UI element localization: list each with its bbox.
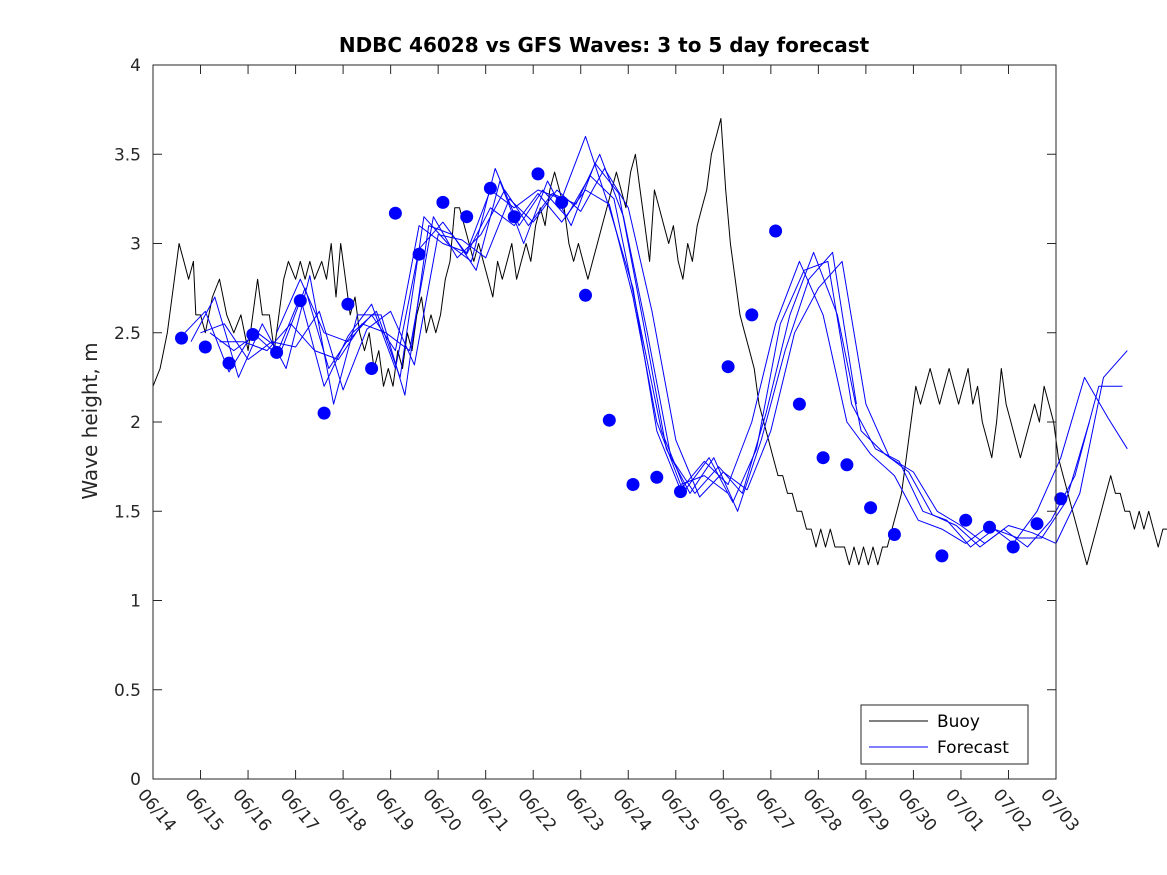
- x-tick-label-12: 06/26: [703, 785, 750, 835]
- forecast-point-21: [674, 485, 687, 499]
- x-tick-label-3: 06/17: [276, 785, 323, 835]
- forecast-point-22: [721, 360, 735, 374]
- forecast-point-27: [840, 458, 854, 472]
- y-tick-label-5: 2.5: [114, 324, 141, 344]
- x-tick-label-6: 06/20: [418, 785, 465, 835]
- x-tick-label-17: 07/01: [941, 785, 988, 835]
- x-tick-label-2: 06/16: [228, 785, 275, 835]
- series-line-4: [209, 168, 1090, 548]
- forecast-point-7: [341, 297, 355, 311]
- forecast-point-15: [531, 167, 545, 181]
- x-tick-label-11: 06/25: [656, 785, 703, 835]
- x-tick-label-5: 06/19: [371, 785, 418, 835]
- forecast-point-0: [175, 331, 188, 345]
- forecast-point-17: [579, 288, 592, 302]
- forecast-point-35: [1054, 492, 1068, 506]
- forecast-point-2: [222, 356, 236, 370]
- x-tick-label-0: 06/14: [133, 785, 180, 835]
- x-tick-label-7: 06/21: [466, 785, 513, 835]
- forecast-point-28: [864, 501, 878, 515]
- x-tick-label-15: 06/29: [846, 785, 893, 835]
- y-tick-label-3: 1.5: [114, 502, 141, 522]
- forecast-point-1: [198, 340, 212, 354]
- forecast-point-11: [436, 195, 450, 209]
- forecast-point-31: [959, 513, 973, 527]
- forecast-point-4: [270, 345, 284, 359]
- forecast-point-9: [388, 206, 402, 220]
- forecast-point-13: [483, 181, 497, 195]
- x-tick-label-1: 06/15: [181, 785, 228, 835]
- forecast-point-30: [935, 549, 949, 563]
- forecast-point-12: [460, 210, 474, 224]
- forecast-point-16: [555, 195, 569, 209]
- forecast-point-18: [602, 413, 616, 427]
- series-line-5: [219, 153, 1123, 548]
- y-tick-label-7: 3.5: [114, 145, 141, 165]
- y-tick-label-1: 0.5: [114, 681, 141, 701]
- forecast-point-19: [626, 478, 640, 491]
- y-tick-label-6: 3: [130, 235, 141, 255]
- forecast-point-10: [412, 247, 426, 261]
- plot-area: [152, 118, 1167, 566]
- y-axis-label: Wave height, m: [78, 342, 102, 499]
- x-tick-label-13: 06/27: [751, 785, 798, 835]
- x-tick-label-4: 06/18: [323, 785, 370, 835]
- forecast-point-32: [983, 520, 996, 534]
- y-tick-label-4: 2: [130, 413, 141, 433]
- legend: Buoy Forecast: [860, 704, 1029, 765]
- forecast-point-8: [365, 362, 379, 375]
- forecast-point-3: [246, 328, 260, 341]
- x-tick-label-8: 06/22: [513, 785, 560, 835]
- x-tick-label-16: 06/30: [894, 785, 941, 835]
- series-line-3: [200, 168, 1128, 544]
- forecast-point-25: [792, 397, 806, 411]
- series-line-6: [276, 135, 1128, 544]
- forecast-point-26: [816, 451, 830, 465]
- x-tick-label-9: 06/23: [561, 785, 608, 835]
- series-line-0: [152, 118, 1167, 566]
- forecast-point-33: [1006, 540, 1020, 554]
- forecast-point-23: [745, 308, 759, 322]
- x-tick-label-10: 06/24: [608, 785, 655, 835]
- y-tick-label-8: 4: [130, 56, 141, 76]
- forecast-point-6: [317, 406, 331, 420]
- forecast-point-5: [293, 294, 307, 308]
- chart-title: NDBC 46028 vs GFS Waves: 3 to 5 day fore…: [339, 33, 870, 57]
- legend-forecast-label: Forecast: [937, 738, 1009, 758]
- y-tick-label-2: 1: [130, 592, 141, 612]
- x-tick-label-14: 06/28: [799, 785, 846, 835]
- x-tick-label-18: 07/02: [989, 785, 1036, 835]
- series-line-2: [190, 162, 857, 512]
- legend-buoy-label: Buoy: [937, 712, 980, 732]
- forecast-point-29: [887, 528, 901, 541]
- forecast-point-34: [1030, 517, 1044, 531]
- forecast-point-20: [650, 470, 664, 484]
- y-tick-label-0: 0: [130, 770, 141, 790]
- forecast-point-14: [507, 210, 521, 224]
- x-tick-label-19: 07/03: [1036, 785, 1083, 835]
- forecast-point-24: [769, 224, 783, 238]
- legend-box: [860, 704, 1029, 765]
